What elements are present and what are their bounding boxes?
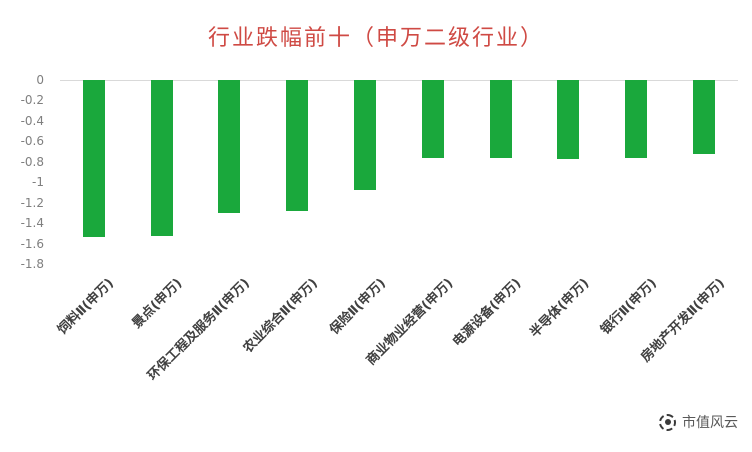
x-label-slot: 饲料Ⅱ(申万) (56, 267, 128, 417)
watermark-text: 市值风云 (682, 415, 738, 431)
bar-slot (60, 80, 128, 264)
x-label-slot: 农业综合Ⅱ(申万) (241, 267, 331, 417)
x-label-slot: 半导体(申万) (527, 267, 603, 417)
y-tick-label: -1 (32, 175, 44, 190)
bar (489, 80, 512, 158)
y-tick-label: -0.6 (20, 134, 44, 149)
bar (354, 80, 377, 191)
x-axis-category-label: 饲料Ⅱ(申万) (55, 275, 118, 338)
bar (693, 80, 716, 154)
y-tick-label: -1.6 (20, 236, 44, 251)
zero-axis-line (60, 80, 738, 81)
bar (150, 80, 173, 237)
bar (82, 80, 105, 238)
y-tick-label: -0.2 (20, 93, 44, 108)
y-tick-label: 0 (36, 73, 44, 87)
x-label-slot: 电源设备(申万) (450, 267, 535, 417)
bar (286, 80, 309, 211)
bar (421, 80, 444, 158)
y-tick-label: -0.4 (20, 113, 44, 128)
bar-slot (467, 80, 535, 264)
y-tick-label: -0.8 (20, 154, 44, 169)
bar-slot (128, 80, 196, 264)
y-tick-label: -1.8 (20, 257, 44, 271)
bar-slot (263, 80, 331, 264)
x-axis-category-label: 银行Ⅱ(申万) (597, 275, 660, 338)
watermark: 市值风云 (659, 412, 738, 432)
x-label-slot: 房地产开发Ⅱ(申万) (638, 267, 738, 417)
x-axis-category-label: 景点(申万) (129, 275, 186, 332)
bar-slot (670, 80, 738, 264)
y-tick-label: -1.4 (20, 216, 44, 231)
plot-area (60, 80, 738, 264)
bars (60, 80, 738, 264)
bar (557, 80, 580, 159)
x-axis-category-label: 半导体(申万) (526, 275, 592, 341)
x-axis-category-label: 保险Ⅱ(申万) (326, 275, 389, 338)
bar-slot (602, 80, 670, 264)
bar-slot (196, 80, 264, 264)
bar-slot (331, 80, 399, 264)
y-tick-label: -1.2 (20, 195, 44, 210)
bar (625, 80, 648, 158)
bar (218, 80, 241, 213)
x-labels: 饲料Ⅱ(申万) 景点(申万) 环保工程及服务Ⅱ(申万) 农业综合Ⅱ(申万) 保险Ⅱ(申万… (56, 267, 738, 417)
shizhi-fengyun-logo-icon (659, 413, 676, 431)
bar-slot (535, 80, 603, 264)
chart-title: 行业跌幅前十（申万二级行业） (207, 26, 544, 51)
y-axis: 0 -0.2 -0.4 -0.6 -0.8 -1 -1.2 -1.4 -1.6 -1.8 (0, 73, 54, 271)
bar-slot (399, 80, 467, 264)
